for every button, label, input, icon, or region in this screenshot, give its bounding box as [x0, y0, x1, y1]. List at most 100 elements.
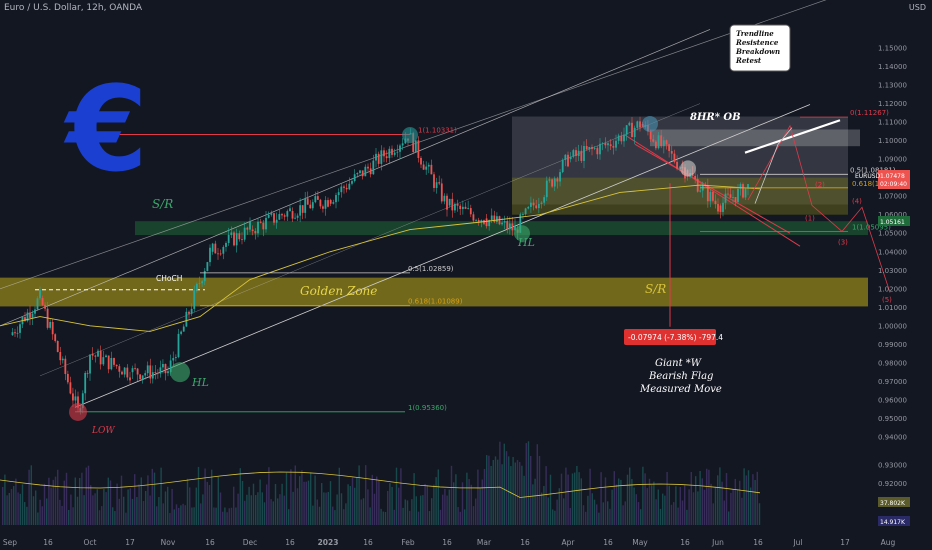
candle-body	[440, 183, 443, 202]
candle-body	[169, 360, 172, 373]
candle-body	[561, 159, 564, 173]
candle-body	[438, 182, 441, 184]
wave-label: (3)	[838, 238, 848, 246]
volume-bar	[611, 489, 613, 525]
candle-body	[319, 199, 322, 207]
candle-body	[327, 200, 329, 207]
volume-bar	[589, 468, 591, 525]
volume-bar	[750, 487, 752, 525]
chart-title: Euro / U.S. Dollar, 12h, OANDA	[4, 3, 143, 13]
volume-bar	[94, 493, 96, 525]
candle-body	[694, 175, 697, 179]
candle-body	[537, 203, 540, 209]
volume-bar	[613, 471, 615, 525]
candle-body	[233, 232, 235, 246]
volume-bar	[332, 506, 334, 525]
volume-bar	[501, 464, 503, 525]
candle-body	[144, 373, 147, 376]
volume-bar	[279, 494, 281, 525]
volume-bar	[470, 484, 472, 525]
volume-bar	[288, 509, 290, 525]
volume-bar	[543, 486, 545, 525]
candle-body	[401, 143, 404, 146]
volume-bar	[314, 475, 316, 525]
volume-bar	[699, 470, 701, 525]
candle-body	[369, 168, 372, 175]
candle-body	[164, 363, 167, 374]
candle-body	[16, 332, 19, 334]
fib-level-label: 1(1.05095)	[852, 223, 891, 231]
volume-bar	[57, 469, 59, 525]
candle-body	[351, 181, 353, 184]
volume-bar	[708, 469, 710, 525]
volume-bar	[252, 483, 255, 525]
candle-body	[493, 215, 496, 223]
volume-bar	[202, 494, 204, 525]
candle-body	[182, 326, 185, 332]
volume-bar	[402, 507, 404, 525]
volume-bar	[459, 511, 461, 525]
candle-body	[467, 208, 470, 209]
volume-bar	[343, 509, 345, 525]
volume-bar	[145, 490, 147, 525]
volume-bar	[2, 487, 4, 525]
volume-bar	[382, 511, 384, 525]
wave-label: (4)	[852, 198, 862, 206]
volume-bar	[547, 497, 549, 525]
volume-bar	[123, 496, 125, 525]
candle-body	[56, 341, 59, 352]
candle-body	[329, 199, 332, 204]
x-tick-label: Mar	[477, 538, 492, 547]
candle-body	[29, 312, 31, 318]
y-tick-label: 1.02000	[878, 285, 907, 293]
volume-bar	[26, 506, 28, 525]
volume-bar	[142, 501, 145, 525]
volume-bar	[670, 504, 673, 525]
candle-body	[217, 253, 219, 255]
sr-label-right: S/R	[645, 282, 666, 296]
volume-bar	[651, 485, 653, 525]
volume-bar	[747, 470, 750, 525]
volume-bar	[752, 474, 754, 525]
candle-body	[89, 354, 91, 374]
volume-bar	[37, 512, 39, 525]
volume-bar	[272, 501, 274, 525]
volume-bar	[510, 466, 512, 525]
candle-body	[251, 229, 254, 232]
volume-bar	[609, 508, 611, 525]
volume-bar	[417, 511, 420, 525]
volume-bar	[384, 512, 387, 525]
volume-bar	[481, 479, 483, 525]
volume-bar	[453, 482, 455, 525]
ob-zone	[650, 129, 860, 147]
volume-bar	[129, 488, 131, 525]
volume-bar	[321, 483, 323, 525]
volume-bar	[182, 503, 184, 525]
volume-bar	[230, 507, 233, 525]
volume-bar	[127, 489, 129, 525]
volume-bar	[217, 476, 219, 525]
volume-bar	[360, 499, 362, 525]
volume-bar	[299, 476, 301, 525]
volume-bar	[21, 484, 24, 525]
volume-bar	[488, 455, 490, 525]
volume-bar	[615, 484, 618, 525]
candle-body	[388, 148, 391, 159]
volume-bar	[248, 486, 250, 525]
candle-body	[372, 160, 375, 175]
volume-bar	[415, 496, 417, 525]
candle-body	[744, 188, 747, 198]
volume-bar	[246, 494, 248, 525]
yellow-band	[512, 177, 848, 215]
candle-body	[139, 374, 142, 380]
candle-body	[209, 247, 211, 263]
volume-bar	[644, 473, 646, 525]
volume-bar	[219, 492, 222, 525]
measure-label: -0.07974 (-7.38%) -797.4	[628, 333, 723, 342]
candle-body	[348, 183, 351, 190]
volume-bar	[681, 500, 684, 525]
volume-bar	[340, 493, 343, 525]
volume-bar	[631, 479, 633, 525]
candle-body	[74, 396, 77, 401]
